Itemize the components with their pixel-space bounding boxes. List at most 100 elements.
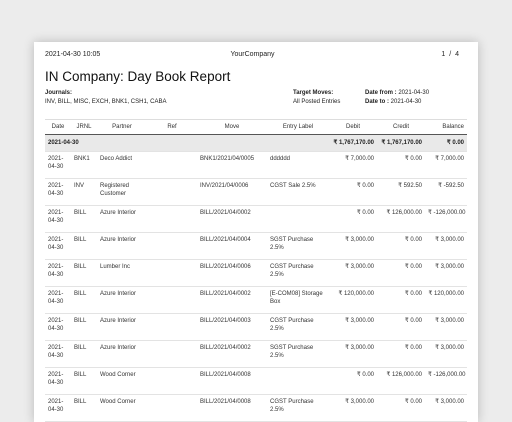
- cell-partner: Registered Customer: [97, 178, 147, 206]
- table-row: 2021-04-30 BILL Lumber Inc BILL/2021/04/000…: [45, 259, 467, 287]
- column-header-date: Date: [45, 119, 71, 135]
- table-row: 2021-04-30 BILL Wood Corner BILL/2021/04/00…: [45, 367, 467, 395]
- cell-partner: Azure Interior: [97, 340, 147, 368]
- cell-journal: BILL: [71, 394, 97, 422]
- table-row: 2021-04-30 BILL Azure Interior BILL/2021/04…: [45, 313, 467, 341]
- cell-credit: ₹ 0.00: [377, 340, 425, 368]
- cell-balance: ₹ -126,000.00: [425, 367, 467, 395]
- cell-date: 2021-04-30: [45, 367, 71, 395]
- cell-entry-label: SGST Purchase 2.5%: [267, 340, 329, 368]
- cell-partner: Azure Interior: [97, 205, 147, 233]
- cell-date: 2021-04-30: [45, 286, 71, 314]
- group-date: 2021-04-30: [45, 134, 329, 152]
- cell-balance: ₹ 3,000.00: [425, 340, 467, 368]
- cell-date: 2021-04-30: [45, 205, 71, 233]
- cell-credit: ₹ 0.00: [377, 259, 425, 287]
- table-row: 2021-04-30 BILL Azure Interior BILL/2021/04…: [45, 340, 467, 368]
- table-row: 2021-04-30 INV Registered Customer INV/2021…: [45, 178, 467, 206]
- date-to: Date to : 2021-04-30: [365, 98, 429, 107]
- cell-date: 2021-04-30: [45, 232, 71, 260]
- cell-credit: ₹ 126,000.00: [377, 367, 425, 395]
- cell-debit: ₹ 3,000.00: [329, 232, 377, 260]
- cell-balance: ₹ -592.50: [425, 178, 467, 206]
- group-balance: ₹ 0.00: [425, 134, 467, 152]
- column-header-debit: Debit: [329, 119, 377, 135]
- cell-journal: BILL: [71, 205, 97, 233]
- cell-entry-label: [E-COM08] Storage Box: [267, 286, 329, 314]
- cell-debit: ₹ 0.00: [329, 178, 377, 206]
- cell-journal: BILL: [71, 232, 97, 260]
- cell-journal: BILL: [71, 367, 97, 395]
- cell-ref: [147, 340, 197, 368]
- cell-ref: [147, 286, 197, 314]
- cell-partner: Azure Interior: [97, 232, 147, 260]
- cell-date: 2021-04-30: [45, 259, 71, 287]
- date-from: Date from : 2021-04-30: [365, 89, 429, 98]
- cell-move: BILL/2021/04/0003: [197, 313, 267, 341]
- page-number: 1 / 4: [441, 51, 460, 58]
- cell-move: BILL/2021/04/0006: [197, 259, 267, 287]
- column-header-balance: Balance: [425, 119, 467, 135]
- cell-credit: ₹ 0.00: [377, 232, 425, 260]
- table-row: 2021-04-30 BILL Azure Interior BILL/2021/04…: [45, 286, 467, 314]
- date-from-value: 2021-04-30: [398, 90, 430, 96]
- cell-debit: ₹ 0.00: [329, 205, 377, 233]
- cell-entry-label: CGST Purchase 2.5%: [267, 259, 329, 287]
- cell-balance: ₹ 3,000.00: [425, 313, 467, 341]
- cell-ref: [147, 232, 197, 260]
- cell-move: BILL/2021/04/0002: [197, 286, 267, 314]
- cell-date: 2021-04-30: [45, 340, 71, 368]
- cell-entry-label: CGST Purchase 2.5%: [267, 313, 329, 341]
- group-credit: ₹ 1,767,170.00: [377, 134, 425, 152]
- page-header: 2021-04-30 10:05 YourCompany 1 / 4: [45, 51, 460, 61]
- day-book-table: Date JRNL Partner Ref Move Entry Label D…: [45, 119, 467, 422]
- group-debit: ₹ 1,767,170.00: [329, 134, 377, 152]
- cell-journal: BILL: [71, 286, 97, 314]
- cell-journal: INV: [71, 178, 97, 206]
- cell-move: BNK1/2021/04/0005: [197, 151, 267, 179]
- cell-partner: Lumber Inc: [97, 259, 147, 287]
- cell-journal: BILL: [71, 259, 97, 287]
- column-header-move: Move: [197, 119, 267, 135]
- cell-date: 2021-04-30: [45, 394, 71, 422]
- journals-label: Journals:: [45, 90, 73, 96]
- cell-balance: ₹ -126,000.00: [425, 205, 467, 233]
- cell-partner: Wood Corner: [97, 394, 147, 422]
- cell-move: BILL/2021/04/0002: [197, 205, 267, 233]
- print-timestamp: 2021-04-30 10:05: [45, 51, 101, 58]
- cell-partner: Wood Corner: [97, 367, 147, 395]
- cell-partner: Deco Addict: [97, 151, 147, 179]
- cell-ref: [147, 151, 197, 179]
- table-row: 2021-04-30 BILL Azure Interior BILL/2021/04…: [45, 232, 467, 260]
- cell-date: 2021-04-30: [45, 313, 71, 341]
- cell-balance: ₹ 3,000.00: [425, 394, 467, 422]
- cell-ref: [147, 178, 197, 206]
- cell-balance: ₹ 3,000.00: [425, 232, 467, 260]
- cell-entry-label: CGST Sale 2.5%: [267, 178, 329, 206]
- target-moves-value: All Posted Entries: [293, 99, 341, 105]
- cell-debit: ₹ 3,000.00: [329, 313, 377, 341]
- cell-debit: ₹ 0.00: [329, 367, 377, 395]
- column-header-jrnl: JRNL: [71, 119, 97, 135]
- cell-partner: Azure Interior: [97, 286, 147, 314]
- target-moves-label: Target Moves:: [293, 90, 334, 96]
- cell-credit: ₹ 0.00: [377, 151, 425, 179]
- journals-value: INV, BILL, MISC, EXCH, BNK1, CSH1, CABA: [45, 99, 167, 105]
- date-from-label: Date from :: [365, 90, 397, 96]
- cell-journal: BILL: [71, 340, 97, 368]
- cell-balance: ₹ 120,000.00: [425, 286, 467, 314]
- journals-filter: Journals: INV, BILL, MISC, EXCH, BNK1, C…: [45, 89, 167, 107]
- cell-entry-label: [267, 205, 329, 233]
- cell-move: INV/2021/04/0006: [197, 178, 267, 206]
- report-page: 2021-04-30 10:05 YourCompany 1 / 4 IN Co…: [34, 42, 478, 422]
- table-row: 2021-04-30 BILL Azure Interior BILL/2021/04…: [45, 205, 467, 233]
- cell-move: BILL/2021/04/0008: [197, 367, 267, 395]
- column-header-entry-label: Entry Label: [267, 119, 329, 135]
- cell-entry-label: dddddd: [267, 151, 329, 179]
- table-header-row: Date JRNL Partner Ref Move Entry Label D…: [45, 119, 467, 135]
- cell-ref: [147, 205, 197, 233]
- cell-ref: [147, 313, 197, 341]
- cell-debit: ₹ 120,000.00: [329, 286, 377, 314]
- cell-credit: ₹ 592.50: [377, 178, 425, 206]
- cell-entry-label: CGST Purchase 2.5%: [267, 394, 329, 422]
